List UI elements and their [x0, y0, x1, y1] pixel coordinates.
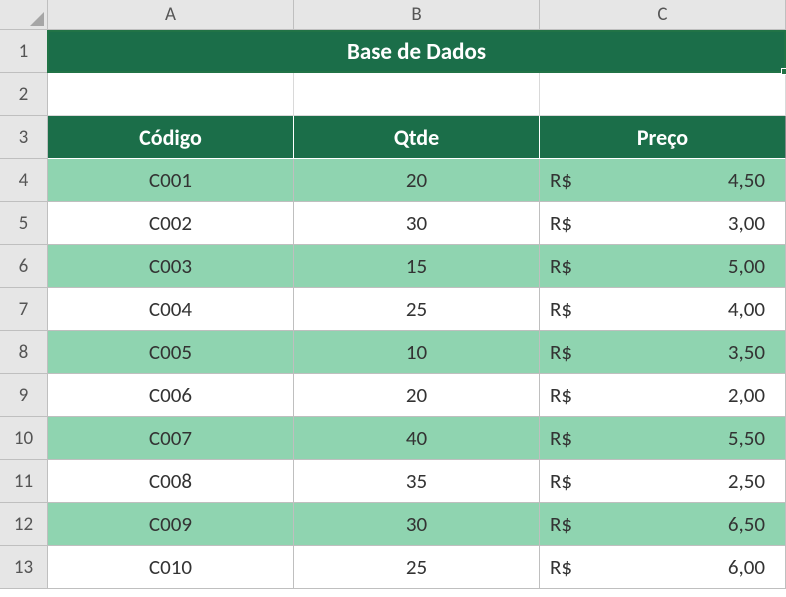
cell-b2[interactable]	[294, 73, 540, 116]
table-header-qtde[interactable]: Qtde	[294, 116, 540, 159]
currency-label: R$	[550, 339, 572, 365]
cell-codigo[interactable]: C004	[48, 288, 294, 331]
currency-label: R$	[550, 425, 572, 451]
price-value: 3,00	[728, 210, 765, 236]
select-all-corner[interactable]	[0, 0, 48, 30]
currency-label: R$	[550, 382, 572, 408]
row-header-7[interactable]: 7	[0, 288, 48, 331]
row-header-9[interactable]: 9	[0, 374, 48, 417]
column-header-a[interactable]: A	[48, 0, 294, 30]
cell-qtde[interactable]: 25	[294, 546, 540, 589]
price-value: 3,50	[728, 339, 765, 365]
spreadsheet-grid: A B C 1 Base de Dados 2 3 Código Qtde Pr…	[0, 0, 786, 589]
cell-codigo[interactable]: C007	[48, 417, 294, 460]
price-value: 6,50	[728, 511, 765, 537]
table-header-preco[interactable]: Preço	[540, 116, 786, 159]
cell-codigo[interactable]: C001	[48, 159, 294, 202]
row-header-2[interactable]: 2	[0, 73, 48, 116]
cell-c2[interactable]	[540, 73, 786, 116]
row-header-11[interactable]: 11	[0, 460, 48, 503]
currency-label: R$	[550, 253, 572, 279]
cell-preco[interactable]: R$ 4,50	[540, 159, 786, 202]
price-value: 2,00	[728, 382, 765, 408]
price-value: 4,00	[728, 296, 765, 322]
row-header-6[interactable]: 6	[0, 245, 48, 288]
column-header-b[interactable]: B	[294, 0, 540, 30]
currency-label: R$	[550, 468, 572, 494]
cell-preco[interactable]: R$ 3,00	[540, 202, 786, 245]
row-header-8[interactable]: 8	[0, 331, 48, 374]
price-value: 5,50	[728, 425, 765, 451]
cell-qtde[interactable]: 15	[294, 245, 540, 288]
cell-preco[interactable]: R$ 6,00	[540, 546, 786, 589]
row-header-12[interactable]: 12	[0, 503, 48, 546]
currency-label: R$	[550, 210, 572, 236]
price-value: 4,50	[728, 167, 765, 193]
cell-qtde[interactable]: 20	[294, 159, 540, 202]
price-value: 6,00	[728, 554, 765, 580]
currency-label: R$	[550, 511, 572, 537]
cell-preco[interactable]: R$ 6,50	[540, 503, 786, 546]
cell-qtde[interactable]: 35	[294, 460, 540, 503]
cell-qtde[interactable]: 40	[294, 417, 540, 460]
merged-title-text: Base de Dados	[347, 38, 486, 66]
cell-codigo[interactable]: C002	[48, 202, 294, 245]
currency-label: R$	[550, 554, 572, 580]
cell-qtde[interactable]: 25	[294, 288, 540, 331]
cell-qtde[interactable]: 20	[294, 374, 540, 417]
cell-codigo[interactable]: C003	[48, 245, 294, 288]
merged-title-cell[interactable]: Base de Dados	[48, 30, 786, 73]
cell-codigo[interactable]: C009	[48, 503, 294, 546]
cell-preco[interactable]: R$ 5,50	[540, 417, 786, 460]
cell-codigo[interactable]: C005	[48, 331, 294, 374]
row-header-5[interactable]: 5	[0, 202, 48, 245]
cell-a2[interactable]	[48, 73, 294, 116]
row-header-3[interactable]: 3	[0, 116, 48, 159]
cell-preco[interactable]: R$ 5,00	[540, 245, 786, 288]
cell-codigo[interactable]: C006	[48, 374, 294, 417]
row-header-13[interactable]: 13	[0, 546, 48, 589]
cell-qtde[interactable]: 30	[294, 202, 540, 245]
currency-label: R$	[550, 296, 572, 322]
cell-preco[interactable]: R$ 4,00	[540, 288, 786, 331]
cell-qtde[interactable]: 30	[294, 503, 540, 546]
column-header-c[interactable]: C	[540, 0, 786, 30]
currency-label: R$	[550, 167, 572, 193]
row-header-10[interactable]: 10	[0, 417, 48, 460]
row-header-1[interactable]: 1	[0, 30, 48, 73]
price-value: 2,50	[728, 468, 765, 494]
cell-preco[interactable]: R$ 3,50	[540, 331, 786, 374]
row-header-4[interactable]: 4	[0, 159, 48, 202]
cell-preco[interactable]: R$ 2,50	[540, 460, 786, 503]
cell-codigo[interactable]: C008	[48, 460, 294, 503]
price-value: 5,00	[728, 253, 765, 279]
cell-preco[interactable]: R$ 2,00	[540, 374, 786, 417]
cell-qtde[interactable]: 10	[294, 331, 540, 374]
table-header-codigo[interactable]: Código	[48, 116, 294, 159]
cell-codigo[interactable]: C010	[48, 546, 294, 589]
